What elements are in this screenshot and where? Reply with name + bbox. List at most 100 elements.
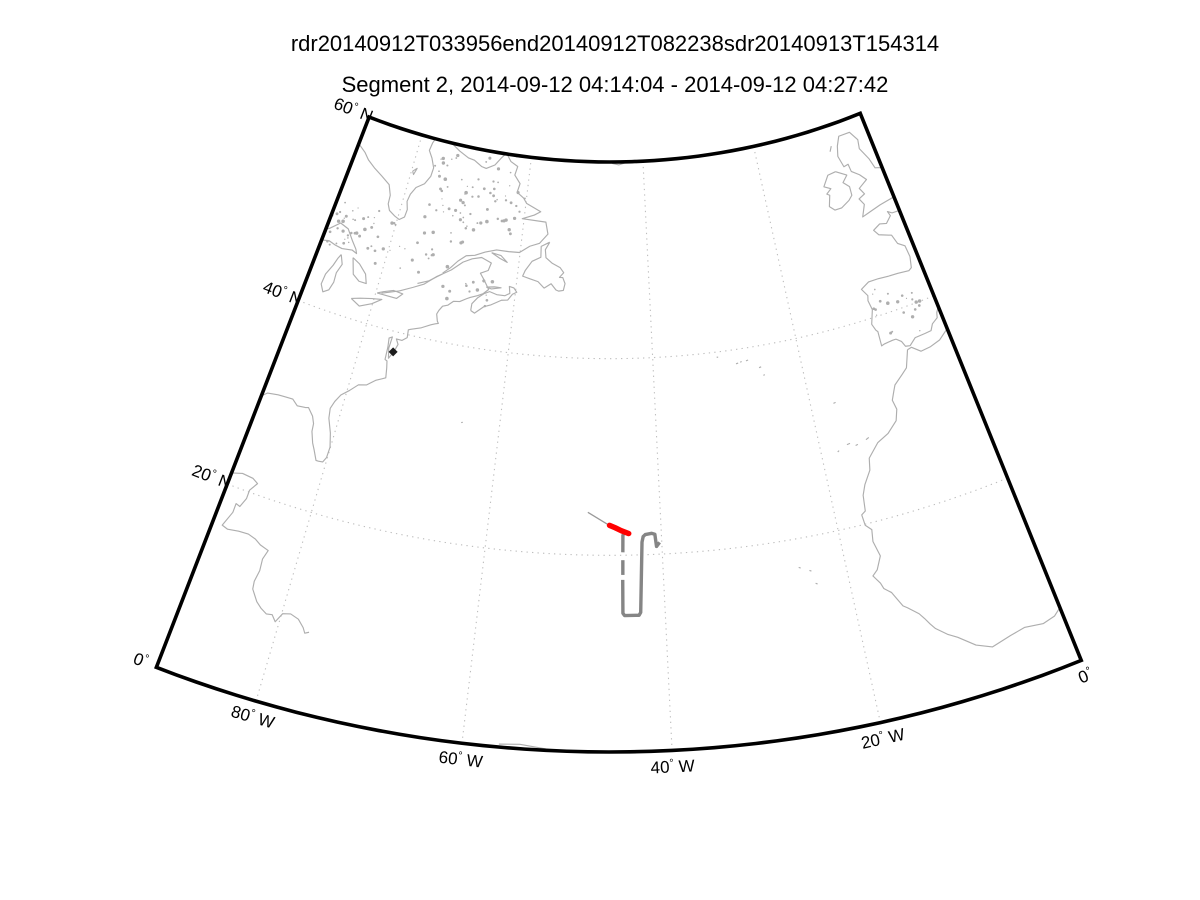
coastline — [815, 582, 818, 585]
lake-speckle — [357, 207, 359, 209]
lake-speckle — [485, 298, 489, 302]
coastline — [451, 142, 507, 170]
lake-speckle — [460, 178, 463, 181]
figure-subtitle: Segment 2, 2014-09-12 04:14:04 - 2014-09… — [341, 72, 889, 97]
lake-speckle — [475, 288, 480, 292]
lake-speckle — [336, 227, 339, 230]
lake-speckle — [427, 257, 430, 260]
coastline — [261, 256, 492, 463]
lake-speckle — [445, 296, 449, 301]
lake-speckle — [428, 203, 431, 206]
lake-speckle — [502, 219, 506, 223]
lake-speckle — [376, 235, 380, 239]
lake-speckle — [485, 219, 489, 224]
coastline — [861, 349, 1061, 648]
lake-speckle — [463, 204, 466, 207]
lake-speckle — [878, 299, 882, 303]
coastline — [442, 153, 549, 274]
lake-speckle — [523, 197, 526, 200]
lake-speckle — [404, 248, 406, 250]
lake-speckle — [917, 299, 922, 303]
meridian-20W — [753, 146, 881, 723]
flight-track-layer — [587, 511, 661, 618]
coastline — [735, 362, 739, 365]
lake-speckle — [367, 216, 370, 219]
lake-speckle — [914, 300, 918, 304]
coastline — [907, 328, 948, 352]
lake-speckle — [410, 258, 414, 262]
station-diamond-marker — [388, 347, 398, 357]
lake-speckle — [338, 210, 342, 214]
lake-speckle — [441, 284, 445, 289]
lake-speckle — [441, 161, 446, 165]
lake-speckle — [341, 229, 345, 233]
coastline — [745, 359, 749, 362]
lake-speckle — [483, 304, 487, 308]
lake-speckle — [910, 291, 913, 294]
lake-speckle — [508, 232, 512, 236]
lake-speckle — [352, 218, 354, 221]
lake-speckle — [492, 187, 496, 191]
lake-speckle — [459, 241, 463, 245]
coastline — [809, 569, 812, 572]
lake-speckle — [440, 189, 444, 193]
lake-speckle — [344, 214, 348, 218]
coastline — [758, 366, 762, 369]
lat-label-20N: 20° N — [189, 461, 233, 493]
lake-speckle — [471, 280, 475, 284]
lake-speckle — [347, 237, 349, 239]
lake-speckle — [446, 164, 449, 167]
coastline-layer — [221, 131, 1061, 750]
lake-speckle — [417, 270, 420, 274]
coastline — [491, 252, 508, 263]
map-border — [154, 111, 1084, 754]
lake-speckle — [442, 204, 444, 207]
lake-speckle — [455, 157, 458, 159]
coastline — [221, 472, 310, 634]
lake-speckle — [518, 210, 521, 213]
lake-speckle — [366, 246, 370, 250]
lake-speckle — [886, 292, 889, 295]
lake-speckle — [335, 242, 338, 245]
lake-speckle — [398, 245, 401, 248]
lake-speckle — [889, 331, 893, 335]
lake-speckle — [438, 170, 440, 173]
lake-speckle — [450, 232, 452, 234]
lake-speckle — [471, 186, 474, 189]
coastline — [855, 443, 859, 446]
lake-speckle — [373, 249, 377, 253]
lake-speckle — [336, 219, 341, 223]
lake-speckle — [919, 330, 921, 332]
lon-label-60W: 60° W — [438, 748, 484, 772]
lake-speckle — [905, 297, 908, 299]
lon-label-20W: 20° W — [859, 725, 906, 753]
lake-speckle — [441, 156, 445, 161]
lake-speckle — [458, 218, 462, 222]
coastline — [358, 138, 436, 221]
lake-speckle — [875, 314, 878, 316]
lake-speckle — [354, 219, 357, 222]
coastline — [352, 257, 367, 285]
lake-speckle — [900, 294, 904, 297]
coastline — [381, 273, 443, 294]
meridian-60W — [461, 157, 532, 744]
lake-speckle — [485, 207, 489, 211]
lake-speckle — [351, 209, 354, 212]
lake-speckle — [452, 214, 454, 217]
lake-speckle — [496, 217, 500, 221]
coastline — [376, 289, 404, 299]
lake-speckle — [370, 245, 373, 248]
lake-speckle — [440, 158, 442, 160]
lon-label-0: 0° — [1076, 665, 1096, 688]
lake-speckle — [490, 279, 495, 284]
coastline — [412, 167, 418, 176]
lake-speckle — [872, 307, 876, 311]
lake-speckle — [438, 174, 441, 178]
lake-speckle — [504, 199, 508, 202]
lake-speckle — [469, 212, 472, 216]
lake-speckle — [462, 221, 465, 224]
lake-speckle — [462, 216, 465, 219]
lake-speckle — [443, 177, 448, 181]
coastline — [321, 222, 358, 255]
lake-speckle — [423, 215, 427, 219]
